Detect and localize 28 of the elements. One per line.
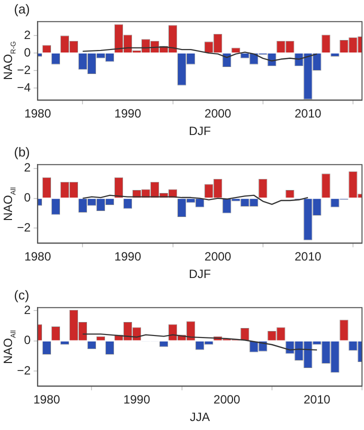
x-tick-label: 2010 [294, 250, 322, 264]
y-tick-label: −2 [16, 220, 31, 235]
x-tick-label: 2010 [294, 106, 322, 121]
x-tick-label: 1980 [33, 392, 60, 407]
y-tick-label: 2 [24, 302, 31, 317]
y-tick-label: 0 [24, 190, 31, 205]
x-tick-label: 2000 [204, 250, 232, 264]
x-axis-title: JJA [190, 410, 210, 424]
x-tick-label: 2000 [204, 106, 232, 121]
y-tick-label: −2 [16, 62, 31, 77]
x-tick-label: 1990 [114, 106, 142, 121]
x-tick-label: 1980 [24, 250, 52, 264]
y-tick-label: 0 [24, 45, 31, 60]
x-tick-label: 2000 [214, 392, 241, 407]
x-tick-label: 1980 [24, 106, 52, 121]
y-tick-label: 2 [24, 160, 31, 175]
x-tick-label: 1990 [123, 392, 150, 407]
y-tick-label: −2 [16, 363, 31, 378]
chart-title: (a) [14, 1, 30, 16]
y-tick-label: 2 [24, 28, 31, 42]
y-tick-label: 0 [24, 333, 31, 348]
x-axis-title: DJF [188, 124, 211, 138]
y-tick-label: −4 [16, 80, 31, 94]
chart-title: (b) [14, 144, 30, 160]
x-tick-label: 1990 [114, 250, 142, 264]
chart-title: (c) [14, 287, 30, 302]
x-tick-label: 2010 [304, 392, 331, 407]
x-axis-title: DJF [188, 267, 211, 282]
